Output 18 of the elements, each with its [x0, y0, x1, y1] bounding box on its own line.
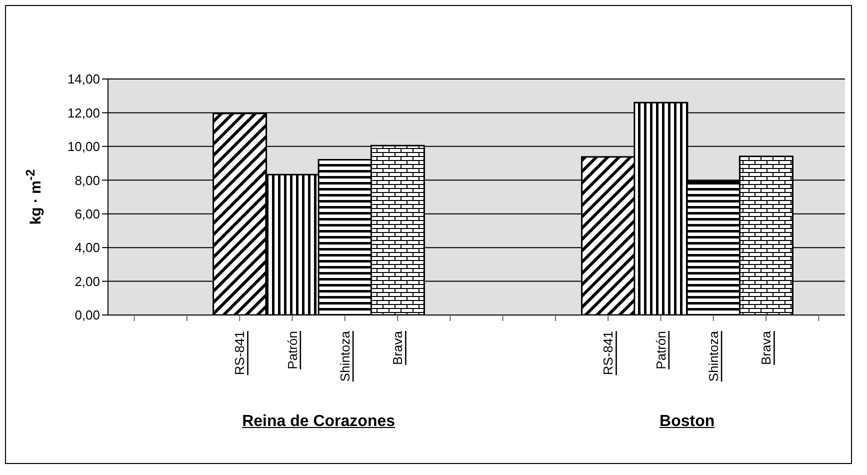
text: Reina de Corazones	[242, 413, 396, 431]
y-tick-label: 0,00	[74, 308, 100, 323]
x-tick-label: Patrón	[653, 331, 668, 370]
y-tick-label: 12,00	[67, 105, 100, 120]
y-tick-label: 6,00	[74, 206, 100, 222]
x-tick-label: Shintoza	[337, 330, 352, 382]
y-tick-label: 4,00	[74, 240, 100, 256]
y-tick-label: 2,00	[74, 274, 100, 289]
x-tick-label: Brava	[390, 330, 406, 365]
x-tick-label: Patrón	[284, 331, 300, 370]
x-tick-label: RS-841	[232, 331, 248, 376]
x-tick-label: RS-841	[600, 331, 616, 376]
y-tick-label: 10,00	[67, 139, 100, 154]
y-tick-label: 14,00	[67, 72, 100, 87]
x-tick-label: Brava	[758, 330, 774, 365]
y-tick-label: 8,00	[74, 172, 100, 188]
text: Boston	[660, 413, 715, 431]
x-tick-label: Shintoza	[706, 330, 721, 382]
